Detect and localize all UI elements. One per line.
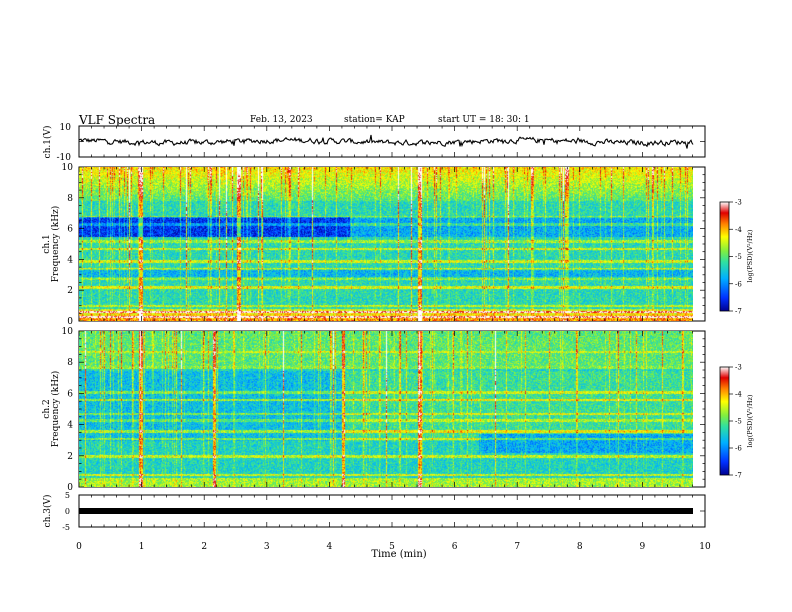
frequency-tick-label: 0 xyxy=(67,483,73,493)
colorbar-tick-label: -5 xyxy=(735,253,742,261)
ch2-colorbar-gradient xyxy=(719,366,730,476)
ch1-waveform-line xyxy=(78,134,694,149)
station-label: station= KAP xyxy=(344,115,405,125)
ch1-spectrogram-heatmap xyxy=(79,167,693,321)
frequency-tick-label: 8 xyxy=(67,194,73,204)
frequency-tick-label: 10 xyxy=(62,327,74,337)
ch1-ytick-bottom: -10 xyxy=(57,153,72,163)
frequency-tick-label: 0 xyxy=(67,317,73,327)
time-tick-label: 2 xyxy=(201,542,207,552)
ch2-frequency-ylabel: Frequency (kHz) xyxy=(50,371,61,448)
colorbar-tick-label: -3 xyxy=(735,364,742,372)
frequency-tick-label: 4 xyxy=(67,421,73,431)
ch1-colorbar-gradient xyxy=(719,201,730,312)
ch3-waveform-ticks xyxy=(78,494,706,528)
colorbar-tick-label: -4 xyxy=(735,226,742,234)
ch1-ytick-top: 10 xyxy=(60,123,72,133)
time-tick-label: 10 xyxy=(699,542,711,552)
ch1-spectrogram-ticks xyxy=(78,166,706,322)
colorbar-tick-label: -7 xyxy=(735,472,742,480)
colorbar-tick-label: -4 xyxy=(735,391,742,399)
ch1-waveform-ticks xyxy=(78,125,706,158)
ch2-spectrogram-panel: 0 2 4 6 8 10 ch.2 Frequency (kHz) xyxy=(42,327,706,493)
ch3-waveform-line xyxy=(79,508,693,514)
date-label: Feb. 13, 2023 xyxy=(250,115,313,125)
time-tick-label: 6 xyxy=(452,542,458,552)
time-tick-label: 8 xyxy=(577,542,583,552)
ch1-frequency-tick-labels: 0 2 4 6 8 10 xyxy=(62,163,74,327)
ch1-channel-label: ch.1 xyxy=(42,234,52,253)
time-tick-label: 3 xyxy=(264,542,270,552)
ch2-spectrogram-ticks xyxy=(78,330,706,488)
ch2-spectrogram-heatmap xyxy=(79,331,693,487)
time-tick-label: 9 xyxy=(640,542,646,552)
ch2-frequency-tick-labels: 0 2 4 6 8 10 xyxy=(62,327,74,493)
ch2-channel-label: ch.2 xyxy=(42,399,52,418)
frequency-tick-label: 2 xyxy=(67,452,73,462)
time-tick-label: 1 xyxy=(139,542,145,552)
frequency-tick-label: 4 xyxy=(67,255,73,265)
ch1-colorbar-ticks: -3 -4 -5 -6 -7 xyxy=(729,199,742,316)
frequency-tick-label: 2 xyxy=(67,286,73,296)
ch2-colorbar-ticks: -3 -4 -5 -6 -7 xyxy=(729,364,742,480)
ch3-ytick-bottom: -5 xyxy=(62,523,70,532)
frequency-tick-label: 6 xyxy=(67,389,73,399)
frequency-tick-label: 10 xyxy=(62,163,74,173)
ch1-waveform-ylabel: ch.1(V) xyxy=(42,126,53,159)
colorbar-tick-label: -3 xyxy=(735,199,742,207)
time-tick-label: 0 xyxy=(76,542,82,552)
time-tick-label: 5 xyxy=(389,542,395,552)
colorbar-tick-label: -6 xyxy=(735,280,742,288)
frequency-tick-label: 6 xyxy=(67,225,73,235)
time-axis-label: Time (min) xyxy=(371,549,426,560)
time-tick-label: 4 xyxy=(327,542,333,552)
chart-title: VLF Spectra xyxy=(79,113,156,127)
colorbar-tick-label: -6 xyxy=(735,445,742,453)
ch3-ytick-mid: 0 xyxy=(65,507,70,516)
ch1-colorbar: -3 -4 -5 -6 -7 log(PSD)(V²/Hz) xyxy=(719,199,754,316)
ch1-waveform-panel: 10 -10 ch.1(V) xyxy=(42,123,706,163)
ch3-ytick-top: 5 xyxy=(65,491,70,500)
ch2-colorbar-label: log(PSD)(V²/Hz) xyxy=(746,394,754,447)
time-tick-label: 7 xyxy=(514,542,520,552)
frequency-tick-label: 8 xyxy=(67,358,73,368)
start-time-label: start UT = 18: 30: 1 xyxy=(438,115,530,125)
ch3-waveform-ylabel: ch.3(V) xyxy=(42,495,53,528)
ch1-colorbar-label: log(PSD)(V²/Hz) xyxy=(746,229,754,282)
ch2-colorbar: -3 -4 -5 -6 -7 log(PSD)(V²/Hz) xyxy=(719,364,754,480)
time-axis-tick-labels: 0 1 2 3 4 5 6 7 8 9 10 xyxy=(76,542,711,552)
ch1-spectrogram-panel: 0 2 4 6 8 10 ch.1 Frequency (kHz) xyxy=(42,163,706,327)
ch1-frequency-ylabel: Frequency (kHz) xyxy=(50,206,61,283)
colorbar-tick-label: -7 xyxy=(735,308,742,316)
colorbar-tick-label: -5 xyxy=(735,418,742,426)
ch3-waveform-panel: 5 0 -5 ch.3(V) xyxy=(42,491,706,532)
